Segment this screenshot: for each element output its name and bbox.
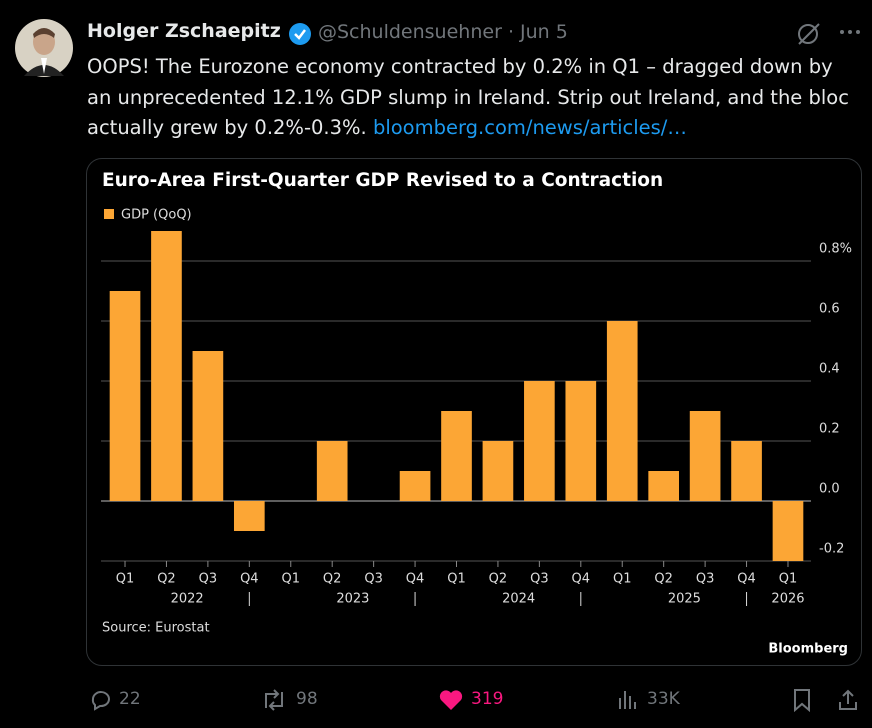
grok-icon[interactable] [795, 20, 823, 48]
like-count[interactable]: 319 [471, 689, 504, 709]
views-icon[interactable] [616, 688, 640, 712]
year-label: 2025 [668, 592, 701, 607]
year-label: 2022 [171, 592, 204, 607]
y-tick-label: 0.2 [819, 422, 840, 437]
link[interactable]: bloomberg.com/news/articles/… [372, 116, 687, 139]
x-tick-label: Q2 [157, 572, 176, 587]
y-tick-label: 0.8% [819, 242, 852, 257]
handle[interactable]: @Schuldensuehner [318, 21, 502, 43]
source: Source: Eurostat [102, 621, 210, 636]
x-tick-label: Q4 [737, 572, 756, 587]
reply-count[interactable]: 22 [119, 689, 141, 709]
chart-title: Euro-Area First-Quarter GDP Revised to a… [102, 170, 663, 191]
x-tick-label: Q2 [654, 572, 673, 587]
year-label: 2026 [771, 592, 804, 607]
year-label: 2024 [502, 592, 535, 607]
bar [482, 441, 514, 501]
bar [565, 381, 597, 501]
repost-icon[interactable] [260, 688, 288, 712]
bar [648, 471, 680, 501]
bar [109, 291, 141, 501]
repost-count[interactable]: 98 [296, 689, 318, 709]
x-tick-label: Q3 [199, 572, 218, 587]
y-tick-label: 0.4 [819, 362, 840, 377]
x-tick-label: Q1 [116, 572, 135, 587]
bar [151, 231, 182, 501]
y-tick-label: -0.2 [819, 542, 844, 557]
x-tick-label: Q3 [364, 572, 383, 587]
x-tick-label: Q2 [323, 572, 342, 587]
chart: Euro-Area First-Quarter GDP Revised to a… [101, 170, 852, 657]
date[interactable]: · Jun 5 [507, 21, 568, 43]
x-tick-label: Q1 [447, 572, 466, 587]
x-tick-label: Q1 [779, 572, 798, 587]
reply-icon[interactable] [88, 688, 112, 712]
x-tick-label: Q2 [489, 572, 508, 587]
x-tick-label: Q4 [240, 572, 259, 587]
legend-swatch [104, 209, 114, 219]
more-icon[interactable] [838, 26, 862, 38]
brand: Bloomberg [768, 642, 848, 657]
x-tick-label: Q4 [406, 572, 425, 587]
x-tick-label: Q1 [613, 572, 632, 587]
bar [772, 501, 804, 561]
x-tick-label: Q3 [696, 572, 715, 587]
x-tick-label: Q3 [530, 572, 549, 587]
avatar[interactable] [14, 18, 74, 78]
handle-date: @Schuldensuehner · Jun 5 [318, 21, 568, 43]
y-tick-label: 0.6 [819, 302, 840, 317]
bar [524, 381, 555, 501]
tweet-text: OOPS! The Eurozone economy contracted by… [87, 52, 857, 144]
x-tick-label: Q1 [282, 572, 301, 587]
x-tick-label: Q4 [572, 572, 591, 587]
bar [316, 441, 348, 501]
bookmark-icon[interactable] [791, 688, 813, 712]
bar [399, 471, 431, 501]
verified-badge [289, 23, 311, 45]
body: OOPS! The Eurozone economy contracted by… [87, 55, 849, 139]
bar [731, 441, 762, 501]
chart-card[interactable]: Euro-Area First-Quarter GDP Revised to a… [86, 158, 862, 666]
bar [606, 321, 638, 501]
bar [441, 411, 472, 501]
bar [689, 411, 721, 501]
author[interactable]: Holger Zschaepitz [87, 20, 281, 42]
y-tick-label: 0.0 [819, 482, 840, 497]
year-label: 2023 [336, 592, 369, 607]
legend-label: GDP (QoQ) [121, 208, 192, 223]
bar [233, 501, 265, 531]
view-count[interactable]: 33K [647, 689, 680, 709]
like-icon[interactable] [438, 688, 464, 712]
bar [192, 351, 224, 501]
share-icon[interactable] [836, 688, 860, 712]
